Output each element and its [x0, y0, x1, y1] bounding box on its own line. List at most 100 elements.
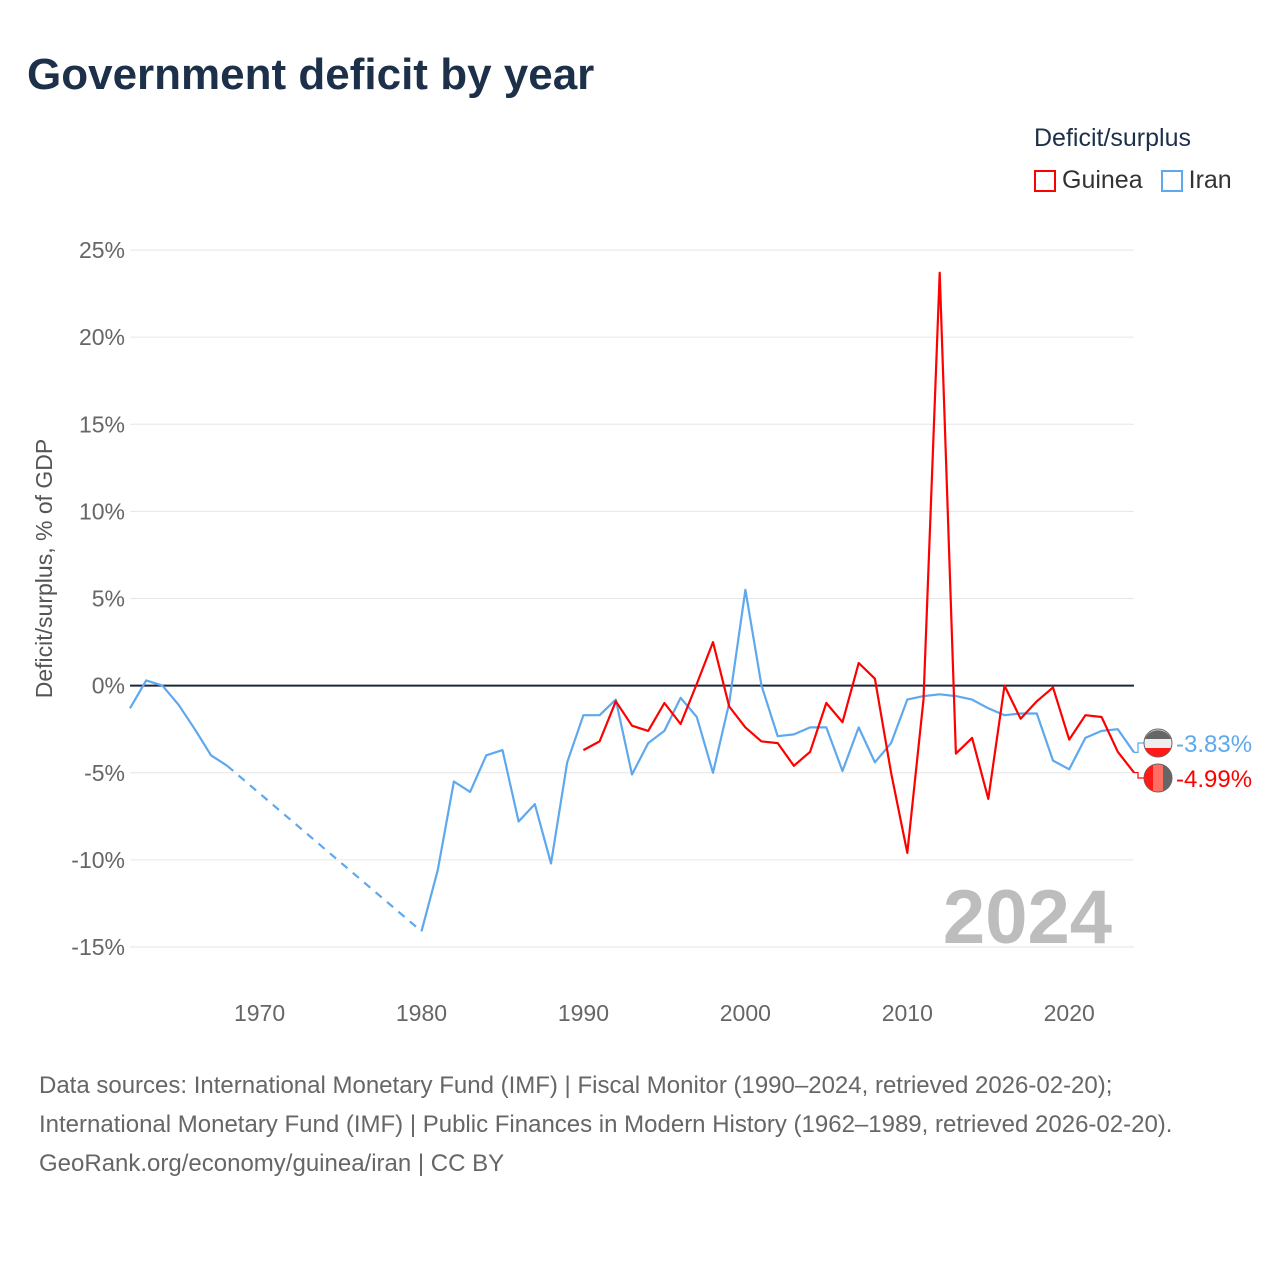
- legend-swatch-iran: [1160, 169, 1183, 192]
- data-point-guinea: [886, 768, 896, 778]
- data-point-guinea: [983, 794, 993, 804]
- data-point-guinea: [918, 695, 928, 705]
- data-point-iran: [757, 681, 767, 691]
- series-gap-iran: [226, 764, 423, 933]
- y-tick-label: 20%: [79, 324, 125, 350]
- data-point-iran: [174, 700, 184, 710]
- data-point-iran: [870, 757, 880, 767]
- data-point-iran: [1080, 733, 1090, 743]
- data-point-guinea: [1032, 696, 1042, 706]
- data-point-iran: [562, 757, 572, 767]
- data-point-iran: [967, 695, 977, 705]
- data-point-iran: [951, 691, 961, 701]
- data-point-iran: [789, 729, 799, 739]
- data-point-iran: [676, 693, 686, 703]
- data-point-iran: [433, 865, 443, 875]
- data-point-iran: [708, 768, 718, 778]
- data-point-iran: [902, 695, 912, 705]
- data-point-iran: [497, 745, 507, 755]
- data-point-guinea: [757, 736, 767, 746]
- data-point-guinea: [773, 738, 783, 748]
- y-tick-label: 25%: [79, 237, 125, 263]
- data-point-guinea: [821, 698, 831, 708]
- page-title: Government deficit by year: [27, 50, 595, 99]
- data-point-guinea: [789, 761, 799, 771]
- data-point-iran: [141, 675, 151, 685]
- line-chart: 25% 20% 15% 10% 5% 0% -5% -10% -15% 1970 1980 1990 2…: [31, 237, 1252, 1026]
- data-point-iran: [1097, 726, 1107, 736]
- flag-stripe-right: [1163, 765, 1172, 791]
- data-point-iran: [643, 738, 653, 748]
- data-point-iran: [546, 858, 556, 868]
- data-point-iran: [692, 712, 702, 722]
- data-point-guinea: [999, 681, 1009, 691]
- flag-stripe-bottom: [1145, 748, 1171, 757]
- data-point-guinea: [627, 721, 637, 731]
- data-point-iran: [465, 787, 475, 797]
- data-point-guinea: [1113, 747, 1123, 757]
- data-point-iran: [578, 710, 588, 720]
- y-axis-label: Deficit/surplus, % of GDP: [31, 439, 57, 698]
- legend-item-iran[interactable]: Iran: [1160, 166, 1232, 195]
- legend-item-guinea[interactable]: Guinea: [1034, 166, 1143, 195]
- data-point-iran: [983, 703, 993, 713]
- data-point-guinea: [935, 268, 945, 278]
- end-connector-iran: [1134, 742, 1146, 753]
- x-tick-label: 2020: [1044, 1000, 1095, 1026]
- data-point-guinea: [659, 698, 669, 708]
- footer: Data sources: International Monetary Fun…: [39, 1066, 1239, 1183]
- credit-link[interactable]: GeoRank.org/economy/guinea/iran | CC BY: [39, 1150, 505, 1177]
- end-label-guinea: -4.99%: [1176, 766, 1252, 793]
- data-point-guinea: [902, 848, 912, 858]
- data-point-iran: [935, 689, 945, 699]
- data-point-iran: [1064, 764, 1074, 774]
- end-label-iran: -3.83%: [1176, 731, 1252, 758]
- x-tick-label: 1990: [558, 1000, 609, 1026]
- data-point-guinea: [740, 722, 750, 732]
- x-tick-label: 2010: [882, 1000, 933, 1026]
- legend: Guinea Iran: [1034, 166, 1232, 195]
- data-point-guinea: [1080, 710, 1090, 720]
- series-line-guinea: [582, 271, 1135, 855]
- end-connector-guinea: [1134, 771, 1146, 779]
- data-point-iran: [449, 776, 459, 786]
- data-point-guinea: [724, 702, 734, 712]
- data-point-iran: [416, 926, 426, 936]
- y-tick-label: 5%: [92, 586, 125, 612]
- data-point-iran: [530, 799, 540, 809]
- data-point-iran: [222, 761, 232, 771]
- data-point-guinea: [643, 726, 653, 736]
- data-point-iran: [206, 750, 216, 760]
- flag-stripe-top: [1145, 730, 1171, 739]
- year-watermark: 2024: [943, 875, 1112, 960]
- y-tick-label: -10%: [71, 847, 125, 873]
- data-point-iran: [125, 703, 135, 713]
- data-point-guinea: [595, 736, 605, 746]
- data-point-iran: [514, 817, 524, 827]
- legend-label-iran: Iran: [1188, 166, 1232, 194]
- legend-label-guinea: Guinea: [1062, 166, 1143, 194]
- data-point-guinea: [1016, 714, 1026, 724]
- data-point-guinea: [805, 747, 815, 757]
- data-sources: Data sources: International Monetary Fun…: [39, 1072, 1173, 1138]
- data-point-guinea: [611, 696, 621, 706]
- data-point-iran: [1048, 756, 1058, 766]
- y-tick-label: -5%: [84, 760, 125, 786]
- data-point-iran: [838, 766, 848, 776]
- data-point-iran: [1113, 724, 1123, 734]
- data-point-iran: [854, 722, 864, 732]
- y-tick-label: 0%: [92, 673, 125, 699]
- data-point-guinea: [676, 719, 686, 729]
- data-point-iran: [1032, 709, 1042, 719]
- data-point-guinea: [967, 733, 977, 743]
- data-point-guinea: [578, 745, 588, 755]
- data-point-iran: [805, 722, 815, 732]
- y-tick-label: 10%: [79, 498, 125, 524]
- x-tick-label: 2000: [720, 1000, 771, 1026]
- data-point-iran: [190, 724, 200, 734]
- y-tick-label: -15%: [71, 934, 125, 960]
- data-point-guinea: [838, 717, 848, 727]
- data-point-iran: [595, 710, 605, 720]
- data-point-guinea: [1048, 682, 1058, 692]
- series-line-iran: [129, 679, 228, 767]
